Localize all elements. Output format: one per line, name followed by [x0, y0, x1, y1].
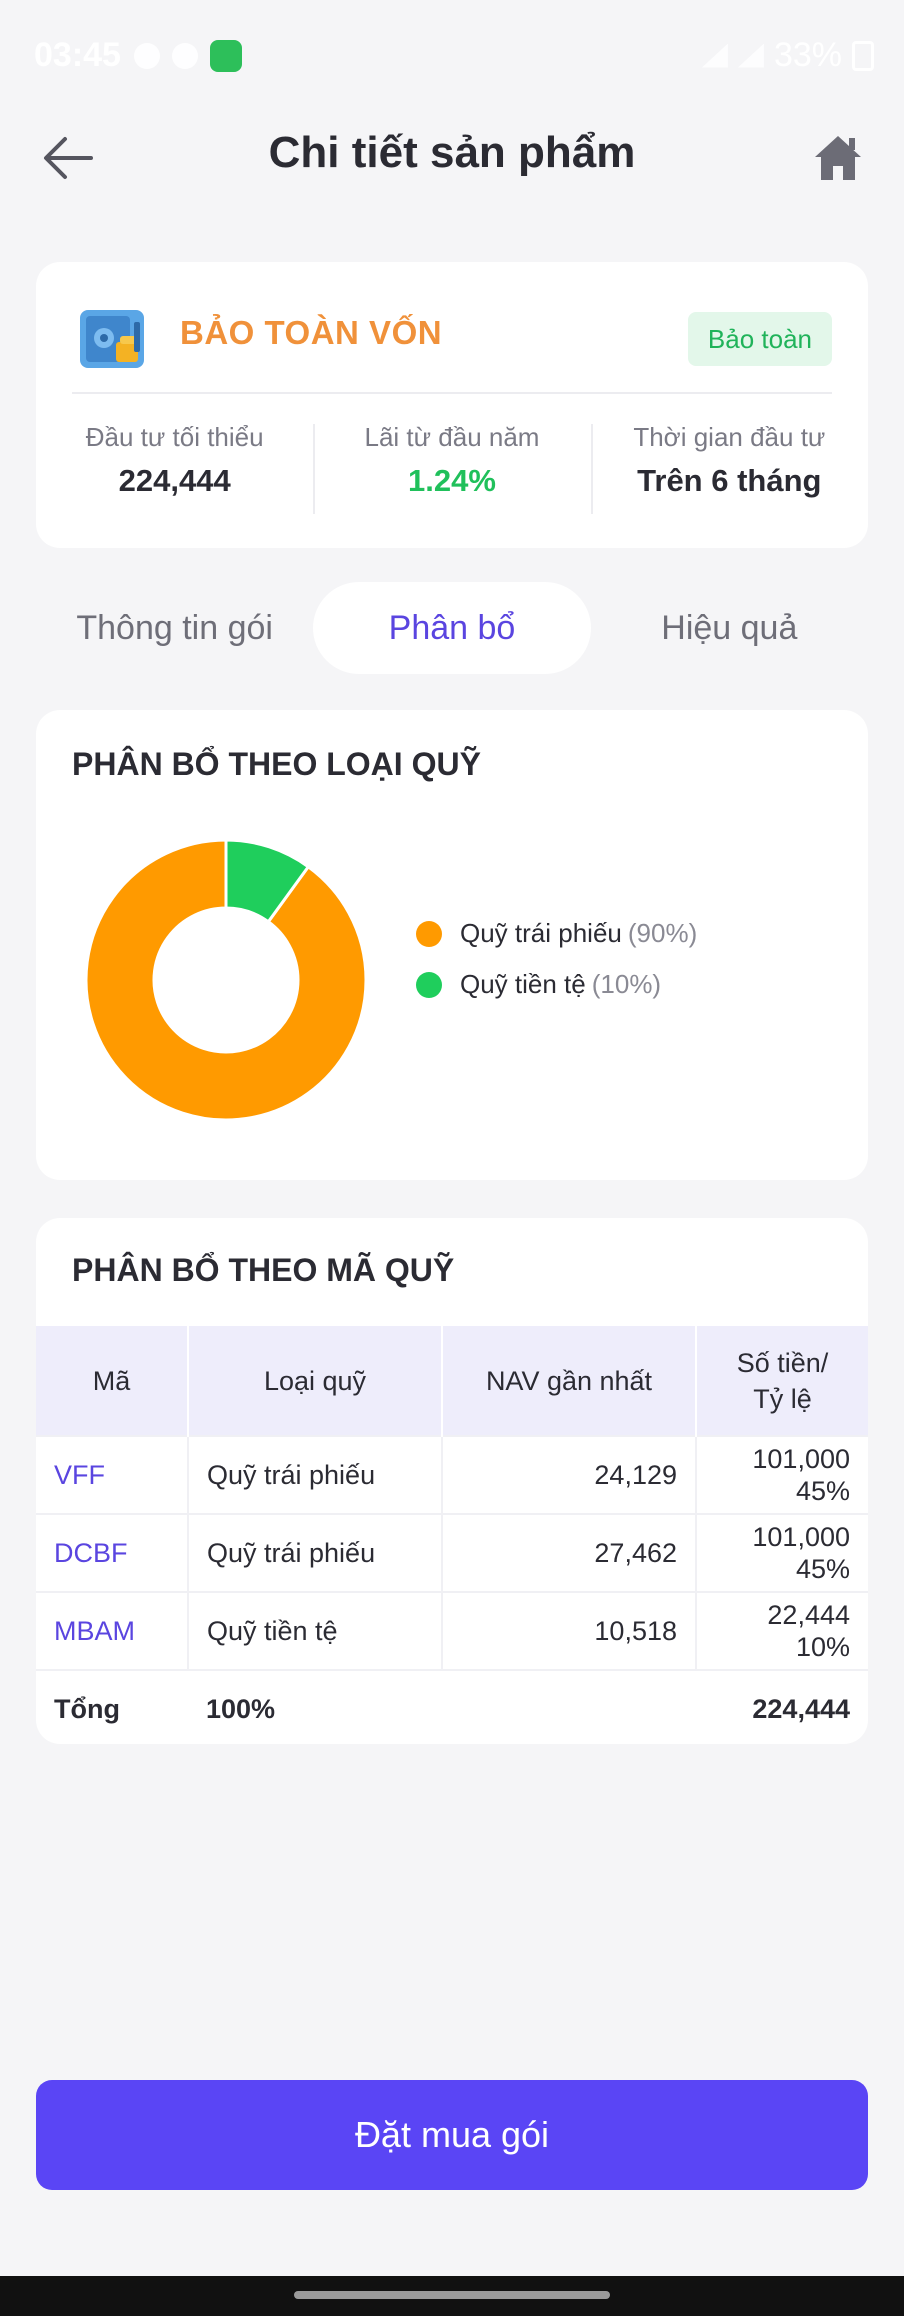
table-header-row: Mã Loại quỹ NAV gần nhất Số tiền/ Tỷ lệ [36, 1326, 868, 1436]
fund-amount: 22,444 [767, 1600, 850, 1630]
column-header-type: Loại quỹ [188, 1326, 443, 1436]
column-header-amount: Số tiền/ Tỷ lệ [696, 1326, 868, 1436]
stat-label: Đầu tư tối thiểu [85, 422, 264, 452]
page-title: Chi tiết sản phẩm [268, 128, 636, 177]
total-label: Tổng [36, 1669, 188, 1744]
tab-allocation[interactable]: Phân bổ [313, 582, 591, 674]
legend-percent: (10%) [591, 969, 662, 999]
fund-type: Quỹ trái phiếu [188, 1435, 443, 1514]
fund-ratio: 10% [795, 1632, 850, 1662]
section-title: PHÂN BỔ THEO MÃ QUỸ [72, 1252, 455, 1288]
notification-icon [172, 43, 198, 69]
column-header-nav: NAV gần nhất [442, 1326, 697, 1436]
fund-table: Mã Loại quỹ NAV gần nhất Số tiền/ Tỷ lệ … [36, 1326, 868, 1744]
tab-performance[interactable]: Hiệu quả [661, 608, 798, 647]
legend-item-bond-fund: Quỹ trái phiếu (90%) [416, 918, 697, 949]
app-header: Chi tiết sản phẩm [0, 110, 904, 210]
donut-slice-money-market-fund [224, 838, 311, 924]
stat-label: Thời gian đầu tư [633, 422, 826, 452]
home-icon [815, 136, 861, 180]
total-percent: 100% [188, 1669, 442, 1744]
stat-ytd-return: Lãi từ đầu năm 1.24% [313, 412, 590, 522]
battery-percent: 33% [773, 36, 842, 74]
stat-min-investment: Đầu tư tối thiểu 224,444 [36, 412, 313, 522]
table-row: DCBF Quỹ trái phiếu 27,462 101,000 45% [36, 1513, 868, 1592]
fund-amount-cell: 101,000 45% [696, 1513, 868, 1592]
donut-slice-bond-fund [84, 838, 368, 1122]
fund-type: Quỹ trái phiếu [188, 1513, 443, 1592]
notification-icon [134, 43, 160, 69]
status-time: 03:45 [34, 36, 121, 74]
donut-chart [84, 838, 368, 1122]
app-notification-icon [210, 40, 242, 72]
home-button[interactable] [808, 128, 868, 188]
home-gesture-handle[interactable] [294, 2291, 610, 2299]
battery-icon [852, 40, 874, 71]
fund-code-link[interactable]: VFF [36, 1435, 189, 1514]
header-line: Tỷ lệ [753, 1383, 812, 1414]
stat-value: 1.24% [408, 463, 496, 498]
back-button[interactable] [38, 128, 98, 188]
fund-amount-cell: 101,000 45% [696, 1435, 868, 1514]
signal-icon [701, 43, 728, 68]
divider [72, 392, 832, 394]
stat-value: Trên 6 tháng [637, 463, 822, 498]
fund-code-link[interactable]: MBAM [36, 1591, 189, 1670]
system-navigation-bar [0, 2276, 904, 2316]
product-summary-card: BẢO TOÀN VỐN Bảo toàn Đầu tư tối thiểu 2… [36, 262, 868, 548]
buy-package-button[interactable]: Đặt mua gói [36, 2080, 868, 2190]
tab-bar: Thông tin gói Phân bổ Hiệu quả [36, 582, 868, 674]
legend-percent: (90%) [627, 918, 698, 948]
fund-nav: 27,462 [442, 1513, 697, 1592]
status-bar: 03:45 33% [0, 0, 904, 110]
section-title: PHÂN BỔ THEO LOẠI QUỸ [72, 746, 481, 782]
legend-swatch [416, 920, 442, 947]
fund-ratio: 45% [795, 1476, 850, 1506]
legend-item-money-market-fund: Quỹ tiền tệ (10%) [416, 969, 697, 1000]
status-system-icons: 33% [701, 36, 874, 75]
table-row: VFF Quỹ trái phiếu 24,129 101,000 45% [36, 1435, 868, 1514]
stat-value: 224,444 [118, 463, 231, 498]
tab-package-info[interactable]: Thông tin gói [76, 608, 273, 647]
fund-type: Quỹ tiền tệ [188, 1591, 443, 1670]
fund-amount: 101,000 [752, 1444, 850, 1474]
total-empty [442, 1669, 696, 1744]
legend-label: Quỹ tiền tệ [460, 969, 586, 999]
product-stats: Đầu tư tối thiểu 224,444 Lãi từ đầu năm … [36, 412, 868, 522]
header-line: Số tiền/ [736, 1347, 829, 1378]
fund-amount-cell: 22,444 10% [696, 1591, 868, 1670]
product-type-badge: Bảo toàn [687, 312, 832, 366]
total-amount: 224,444 [696, 1669, 868, 1744]
legend-swatch [416, 971, 442, 998]
fund-code-link[interactable]: DCBF [36, 1513, 189, 1592]
table-total-row: Tổng 100% 224,444 [36, 1669, 868, 1744]
stat-label: Lãi từ đầu năm [364, 422, 540, 452]
fund-nav: 10,518 [442, 1591, 697, 1670]
fund-ratio: 45% [795, 1554, 850, 1584]
status-notification-icons [134, 40, 242, 72]
arrow-left-icon [44, 137, 93, 179]
stat-investment-period: Thời gian đầu tư Trên 6 tháng [590, 412, 868, 522]
signal-icon [737, 43, 764, 68]
allocation-by-code-card: PHÂN BỔ THEO MÃ QUỸ Mã Loại quỹ NAV gần … [36, 1218, 868, 1744]
safe-icon [80, 310, 144, 368]
chart-legend: Quỹ trái phiếu (90%) Quỹ tiền tệ (10%) [416, 918, 697, 1020]
fund-nav: 24,129 [442, 1435, 697, 1514]
legend-label: Quỹ trái phiếu [460, 918, 622, 948]
allocation-by-type-card: PHÂN BỔ THEO LOẠI QUỸ Quỹ trái phiếu (90… [36, 710, 868, 1180]
product-name: BẢO TOÀN VỐN [180, 314, 443, 351]
fund-amount: 101,000 [752, 1522, 850, 1552]
column-header-code: Mã [36, 1326, 189, 1436]
table-row: MBAM Quỹ tiền tệ 10,518 22,444 10% [36, 1591, 868, 1670]
